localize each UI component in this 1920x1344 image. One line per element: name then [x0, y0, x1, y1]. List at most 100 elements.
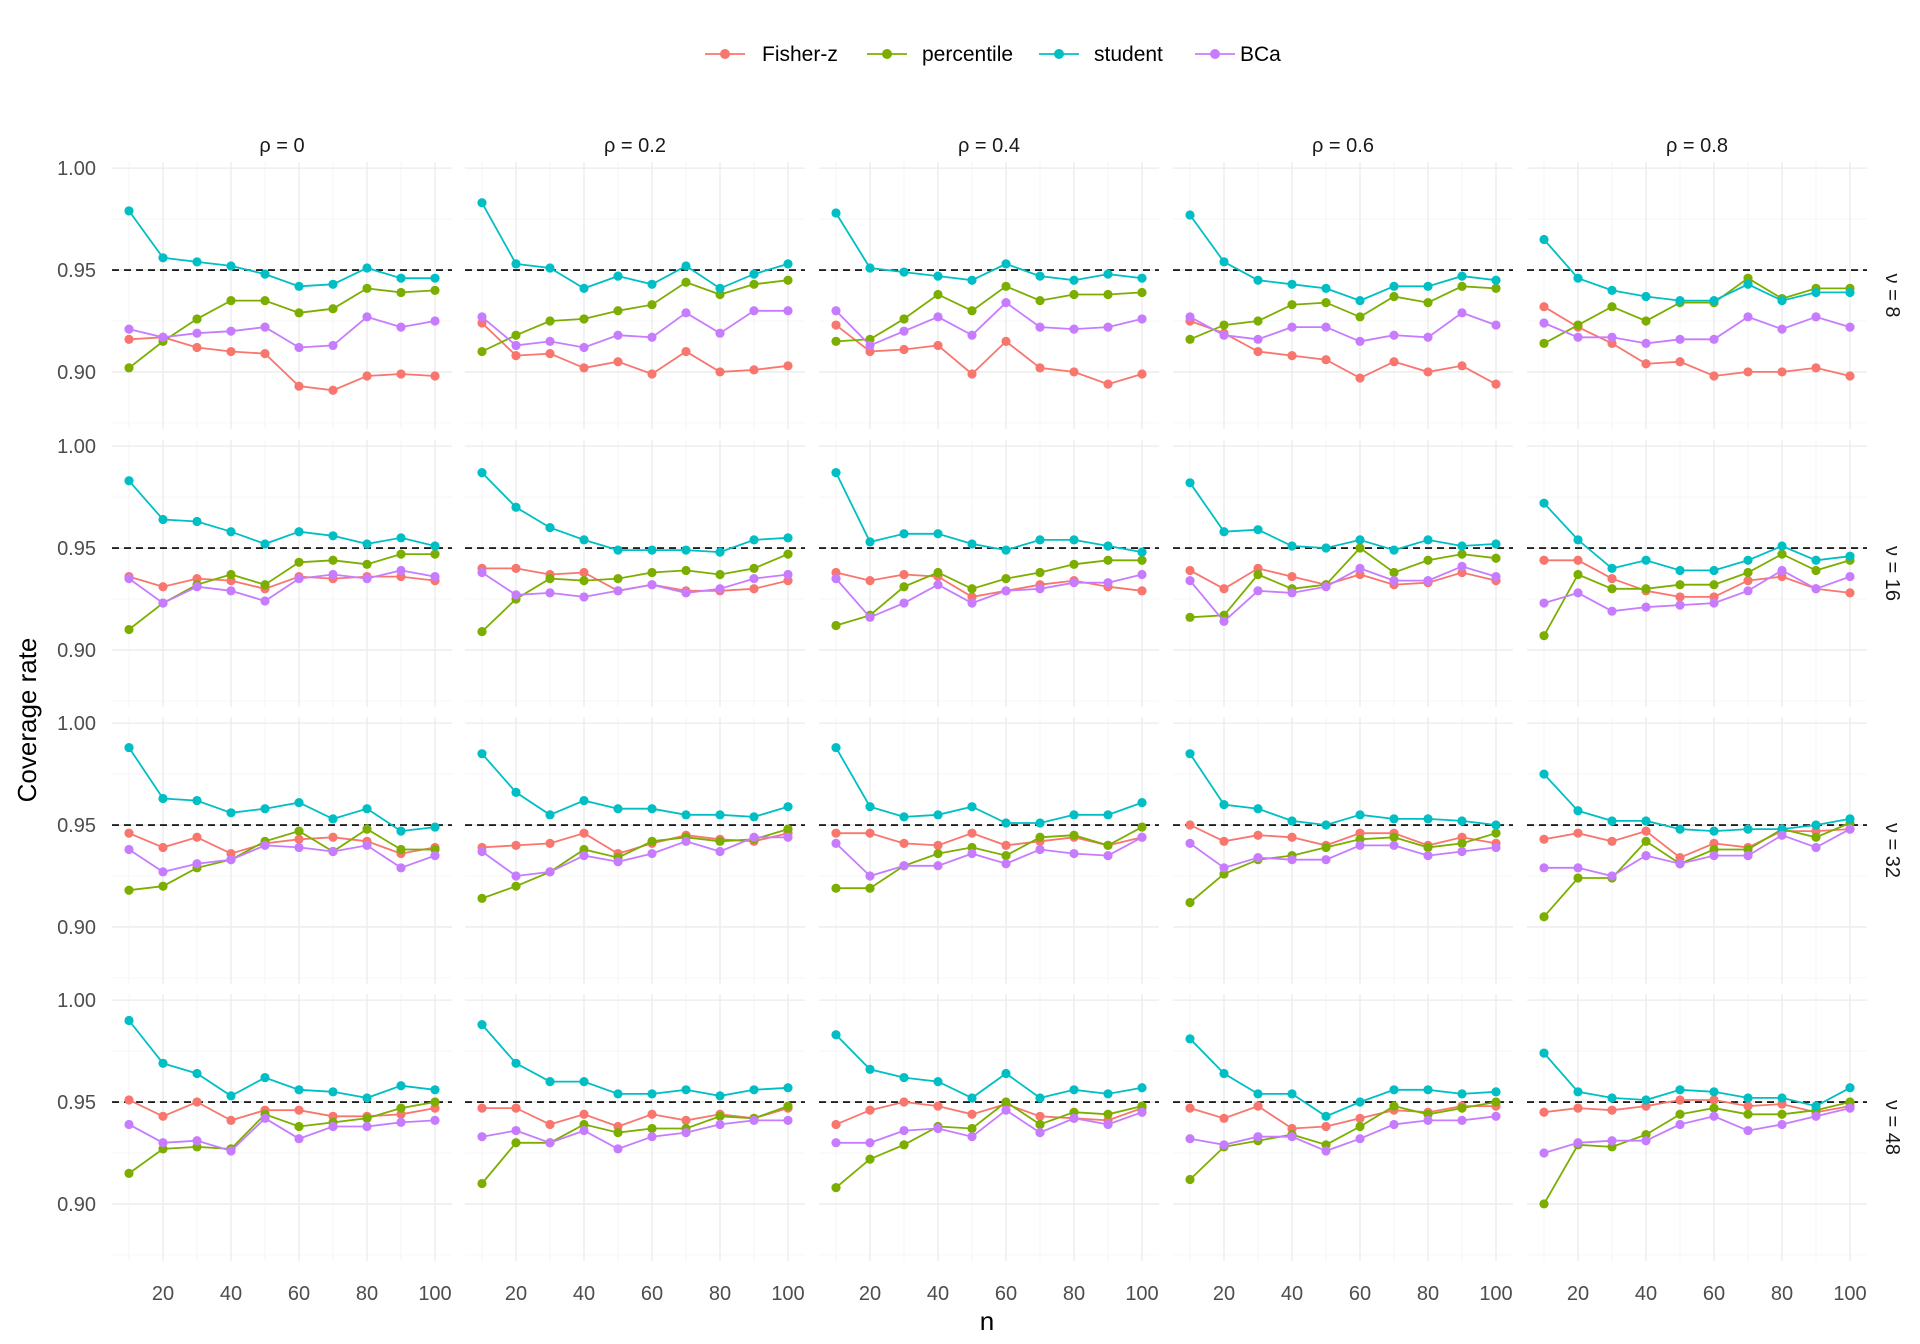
x-tick-label: 100 [771, 1283, 804, 1305]
data-point-bca [294, 842, 304, 853]
data-point-fisher-z [1573, 1103, 1583, 1113]
data-point-student [831, 742, 841, 753]
data-point-student [477, 468, 487, 478]
data-point-student [1219, 1068, 1229, 1079]
series-bca [124, 312, 440, 353]
data-point-student [681, 545, 691, 555]
data-point-percentile [715, 1111, 725, 1121]
data-point-student [226, 808, 236, 818]
series-line-fisher-z [1543, 828, 1851, 859]
data-point-bca [1321, 582, 1331, 592]
data-point-student [328, 531, 338, 541]
data-point-student [1457, 271, 1467, 281]
data-point-bca [1389, 576, 1399, 586]
data-point-bca [1457, 1115, 1467, 1125]
y-tick-label: 0.90 [57, 640, 96, 662]
series-bca [1539, 1103, 1855, 1158]
data-point-percentile [1777, 1109, 1787, 1119]
data-point-percentile [294, 308, 304, 318]
data-point-bca [328, 340, 338, 351]
series-line-bca [1543, 315, 1851, 345]
row-strip-label: ν = 32 [1881, 823, 1903, 878]
data-point-bca [715, 328, 725, 338]
data-point-bca [260, 840, 270, 851]
data-point-bca [681, 588, 691, 598]
data-point-bca [158, 1138, 168, 1148]
data-point-fisher-z [749, 365, 759, 375]
data-point-bca [260, 596, 270, 606]
data-point-student [1103, 269, 1113, 279]
data-point-bca [1539, 1148, 1549, 1158]
data-point-percentile [1137, 555, 1147, 565]
data-point-student [1811, 555, 1821, 565]
data-point-bca [477, 846, 487, 857]
data-point-bca [1641, 1136, 1651, 1146]
data-point-percentile [1709, 1103, 1719, 1113]
series-student [1539, 769, 1855, 836]
data-point-bca [511, 340, 521, 351]
data-point-student [477, 749, 487, 759]
series-bca [831, 298, 1147, 351]
data-point-student [1219, 527, 1229, 537]
series-percentile [1185, 281, 1501, 344]
data-point-bca [1321, 1146, 1331, 1156]
series-line-fisher-z [128, 832, 436, 855]
data-point-bca [1355, 1134, 1365, 1144]
data-point-percentile [967, 584, 977, 594]
series-bca [831, 569, 1147, 622]
data-point-student [430, 273, 440, 283]
data-point-percentile [1641, 584, 1651, 594]
panel-r2-c2 [465, 440, 805, 707]
data-point-student [579, 1077, 589, 1087]
data-point-bca [1845, 824, 1855, 834]
data-point-fisher-z [1539, 834, 1549, 844]
series-line-student [128, 210, 435, 288]
series-bca [1539, 565, 1855, 616]
data-point-student [933, 1077, 943, 1087]
series-line-percentile [1189, 832, 1497, 904]
series-line-percentile [1189, 285, 1497, 341]
data-point-student [1845, 551, 1855, 561]
data-point-bca [1675, 859, 1685, 869]
series-line-percentile [1543, 277, 1850, 345]
data-point-student [967, 539, 977, 549]
legend-item-fisher-z: Fisher-z [705, 43, 838, 66]
data-point-student [511, 259, 521, 269]
x-tick-label: 40 [1281, 1283, 1303, 1305]
data-point-student [783, 1083, 793, 1093]
data-point-bca [1001, 1105, 1011, 1115]
data-point-bca [545, 588, 555, 598]
data-point-student [1389, 545, 1399, 555]
data-point-percentile [715, 836, 725, 846]
data-point-bca [362, 1121, 372, 1132]
data-point-fisher-z [1001, 840, 1011, 851]
data-point-bca [749, 306, 759, 316]
data-point-bca [1675, 1119, 1685, 1130]
data-point-student [647, 545, 657, 555]
data-point-fisher-z [1253, 830, 1263, 840]
data-point-bca [1001, 298, 1011, 308]
data-point-percentile [1137, 822, 1147, 832]
data-point-bca [715, 1119, 725, 1130]
data-point-fisher-z [511, 1103, 521, 1113]
data-point-student [1185, 749, 1195, 759]
data-point-percentile [396, 549, 406, 559]
data-point-percentile [783, 824, 793, 834]
legend-key-point [1054, 49, 1064, 59]
data-point-fisher-z [831, 828, 841, 838]
data-point-fisher-z [1035, 363, 1045, 373]
data-point-bca [865, 340, 875, 351]
data-point-student [1103, 541, 1113, 551]
data-point-student [1777, 541, 1787, 551]
data-point-student [899, 267, 909, 277]
data-point-student [1219, 257, 1229, 267]
data-point-bca [1641, 850, 1651, 861]
data-point-percentile [1355, 312, 1365, 322]
data-point-percentile [1811, 832, 1821, 842]
series-line-student [1189, 1038, 1497, 1118]
data-point-student [933, 810, 943, 820]
data-point-fisher-z [396, 369, 406, 379]
data-point-fisher-z [967, 828, 977, 838]
data-point-student [1355, 1097, 1365, 1107]
